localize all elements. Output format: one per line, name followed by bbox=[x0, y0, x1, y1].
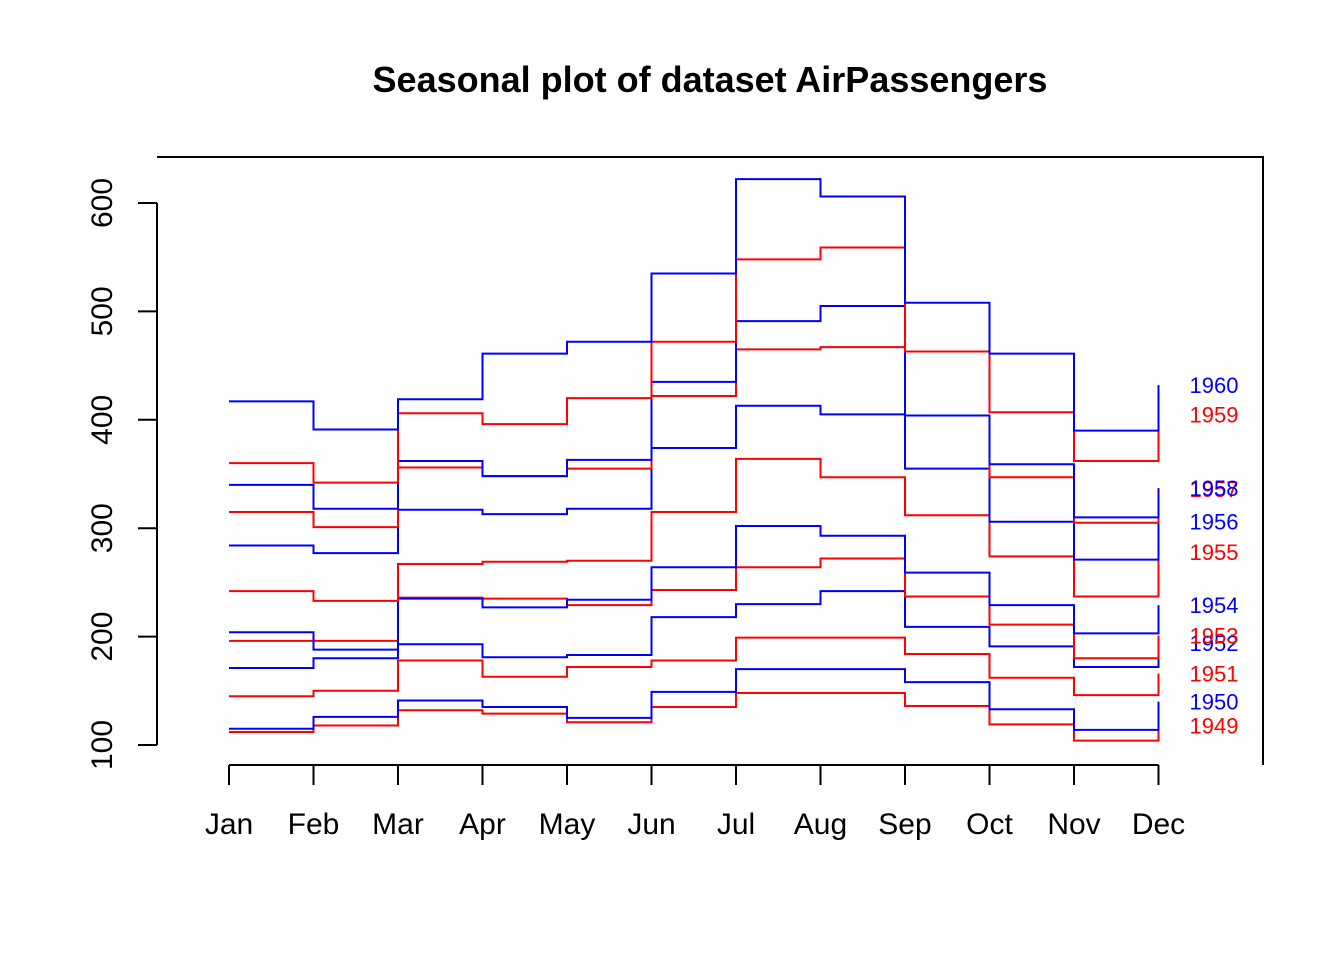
series-label-1952: 1952 bbox=[1190, 631, 1239, 656]
series-label-1956: 1956 bbox=[1190, 510, 1239, 535]
series-line-1954 bbox=[229, 525, 1160, 651]
y-tick-label: 100 bbox=[86, 720, 119, 770]
y-tick-label: 400 bbox=[86, 395, 119, 445]
series-label-1959: 1959 bbox=[1190, 402, 1239, 427]
y-tick-label: 500 bbox=[86, 286, 119, 336]
x-tick-label: Nov bbox=[1047, 808, 1100, 841]
x-tick-label: Sep bbox=[878, 808, 931, 841]
series-label-1949: 1949 bbox=[1190, 713, 1239, 738]
series-line-1949 bbox=[229, 691, 1160, 742]
chart-title: Seasonal plot of dataset AirPassengers bbox=[373, 59, 1048, 100]
series-label-1954: 1954 bbox=[1190, 593, 1239, 618]
series-label-1955: 1955 bbox=[1190, 540, 1239, 565]
x-tick-label: May bbox=[539, 808, 596, 841]
series-line-1955 bbox=[229, 457, 1160, 602]
series-label-1953: 1953 bbox=[1190, 624, 1239, 649]
series-line-1960 bbox=[229, 178, 1160, 432]
series-line-1959 bbox=[229, 246, 1160, 484]
series-label-1958: 1958 bbox=[1190, 476, 1239, 501]
series-layer bbox=[229, 178, 1160, 742]
x-tick-label: Jan bbox=[205, 808, 253, 841]
x-tick-label: Feb bbox=[288, 808, 340, 841]
y-tick-label: 300 bbox=[86, 503, 119, 553]
series-line-1951 bbox=[229, 636, 1160, 698]
x-tick-label: Oct bbox=[966, 808, 1013, 841]
x-tick-label: Jul bbox=[717, 808, 755, 841]
y-axis: 100 200 300 400 500 600 bbox=[86, 178, 158, 770]
x-axis: Jan Feb Mar Apr May Jun Jul Aug Sep Oct Nov Dec bbox=[205, 764, 1185, 841]
series-line-1957 bbox=[229, 346, 1160, 529]
x-tick-label: Mar bbox=[372, 808, 424, 841]
series-line-1950 bbox=[229, 668, 1160, 731]
series-label-1960: 1960 bbox=[1190, 373, 1239, 398]
x-tick-label: Aug bbox=[794, 808, 847, 841]
series-line-1953 bbox=[229, 557, 1160, 660]
plot-frame bbox=[157, 156, 1264, 765]
x-tick-label: Jun bbox=[627, 808, 675, 841]
y-tick-label: 600 bbox=[86, 178, 119, 228]
x-tick-label: Dec bbox=[1132, 808, 1185, 841]
x-tick-label: Apr bbox=[459, 808, 506, 841]
y-tick-label: 200 bbox=[86, 612, 119, 662]
series-label-1951: 1951 bbox=[1190, 661, 1239, 686]
series-line-1952 bbox=[229, 590, 1160, 670]
series-label-1957: 1957 bbox=[1190, 477, 1239, 502]
series-label-1950: 1950 bbox=[1190, 690, 1239, 715]
